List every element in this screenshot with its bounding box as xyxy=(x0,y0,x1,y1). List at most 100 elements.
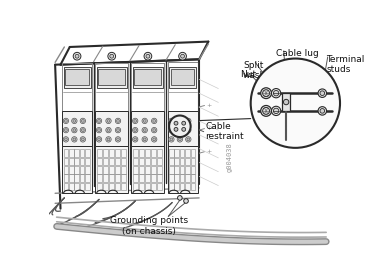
Circle shape xyxy=(185,118,191,124)
Circle shape xyxy=(152,137,157,142)
Polygon shape xyxy=(133,67,163,88)
Circle shape xyxy=(65,129,67,132)
Circle shape xyxy=(283,99,289,105)
Circle shape xyxy=(273,91,279,96)
Polygon shape xyxy=(131,111,164,145)
Circle shape xyxy=(153,120,156,122)
Circle shape xyxy=(180,54,184,58)
Circle shape xyxy=(263,90,270,97)
Circle shape xyxy=(187,129,190,132)
Text: Split
washer: Split washer xyxy=(243,61,276,80)
Circle shape xyxy=(73,120,76,122)
Circle shape xyxy=(184,199,188,203)
Circle shape xyxy=(174,121,178,125)
Circle shape xyxy=(187,120,190,122)
Circle shape xyxy=(177,196,182,200)
Circle shape xyxy=(134,138,137,141)
Polygon shape xyxy=(169,67,196,88)
Circle shape xyxy=(117,138,119,141)
Circle shape xyxy=(65,120,67,122)
Circle shape xyxy=(179,120,181,122)
Circle shape xyxy=(146,54,150,58)
Circle shape xyxy=(273,108,279,114)
Circle shape xyxy=(115,137,121,142)
Circle shape xyxy=(80,128,86,133)
Circle shape xyxy=(80,118,86,124)
Circle shape xyxy=(320,108,324,113)
Circle shape xyxy=(65,138,67,141)
Circle shape xyxy=(169,128,174,133)
Circle shape xyxy=(106,128,111,133)
Polygon shape xyxy=(64,67,91,88)
Text: g004038: g004038 xyxy=(227,142,233,172)
Polygon shape xyxy=(167,145,198,193)
Circle shape xyxy=(170,138,173,141)
Text: +: + xyxy=(206,126,211,131)
Circle shape xyxy=(96,128,102,133)
Circle shape xyxy=(153,138,156,141)
Text: Cable lug: Cable lug xyxy=(276,49,319,58)
Polygon shape xyxy=(65,69,89,86)
Circle shape xyxy=(152,118,157,124)
Circle shape xyxy=(106,137,111,142)
Polygon shape xyxy=(98,69,125,86)
Circle shape xyxy=(98,120,100,122)
Polygon shape xyxy=(95,111,128,145)
Text: Nut: Nut xyxy=(240,70,256,79)
Polygon shape xyxy=(62,145,92,193)
Circle shape xyxy=(73,138,76,141)
Circle shape xyxy=(169,116,190,137)
Circle shape xyxy=(320,91,324,95)
Circle shape xyxy=(63,128,69,133)
Circle shape xyxy=(318,89,326,97)
Circle shape xyxy=(132,137,138,142)
Circle shape xyxy=(107,138,110,141)
Polygon shape xyxy=(167,111,198,145)
Circle shape xyxy=(63,137,69,142)
Circle shape xyxy=(117,129,119,132)
Circle shape xyxy=(96,137,102,142)
Circle shape xyxy=(179,129,181,132)
Circle shape xyxy=(177,128,182,133)
Ellipse shape xyxy=(251,59,340,148)
Circle shape xyxy=(174,128,178,131)
Circle shape xyxy=(152,128,157,133)
Circle shape xyxy=(261,88,271,99)
Polygon shape xyxy=(134,69,161,86)
Text: +: + xyxy=(206,103,211,108)
Circle shape xyxy=(271,106,281,116)
Circle shape xyxy=(261,105,271,116)
Circle shape xyxy=(98,138,100,141)
Circle shape xyxy=(81,138,84,141)
Circle shape xyxy=(318,107,326,115)
Circle shape xyxy=(108,52,116,60)
Circle shape xyxy=(63,118,69,124)
Circle shape xyxy=(96,118,102,124)
Circle shape xyxy=(143,120,146,122)
Polygon shape xyxy=(282,93,290,111)
Circle shape xyxy=(169,118,174,124)
Circle shape xyxy=(81,120,84,122)
Circle shape xyxy=(142,137,147,142)
Circle shape xyxy=(170,129,173,132)
Circle shape xyxy=(170,120,173,122)
Circle shape xyxy=(263,107,270,114)
Circle shape xyxy=(143,138,146,141)
Circle shape xyxy=(115,118,121,124)
Circle shape xyxy=(143,129,146,132)
Text: +: + xyxy=(206,149,211,154)
Circle shape xyxy=(185,137,191,142)
Circle shape xyxy=(271,89,281,98)
Circle shape xyxy=(153,129,156,132)
Circle shape xyxy=(72,118,77,124)
Circle shape xyxy=(72,128,77,133)
Text: Grounding points
(on chassis): Grounding points (on chassis) xyxy=(110,216,188,237)
Circle shape xyxy=(182,121,185,125)
Circle shape xyxy=(73,129,76,132)
Circle shape xyxy=(98,129,100,132)
Circle shape xyxy=(80,137,86,142)
Polygon shape xyxy=(95,145,128,193)
Circle shape xyxy=(107,129,110,132)
Circle shape xyxy=(185,128,191,133)
Text: Cable
restraint: Cable restraint xyxy=(205,122,244,141)
